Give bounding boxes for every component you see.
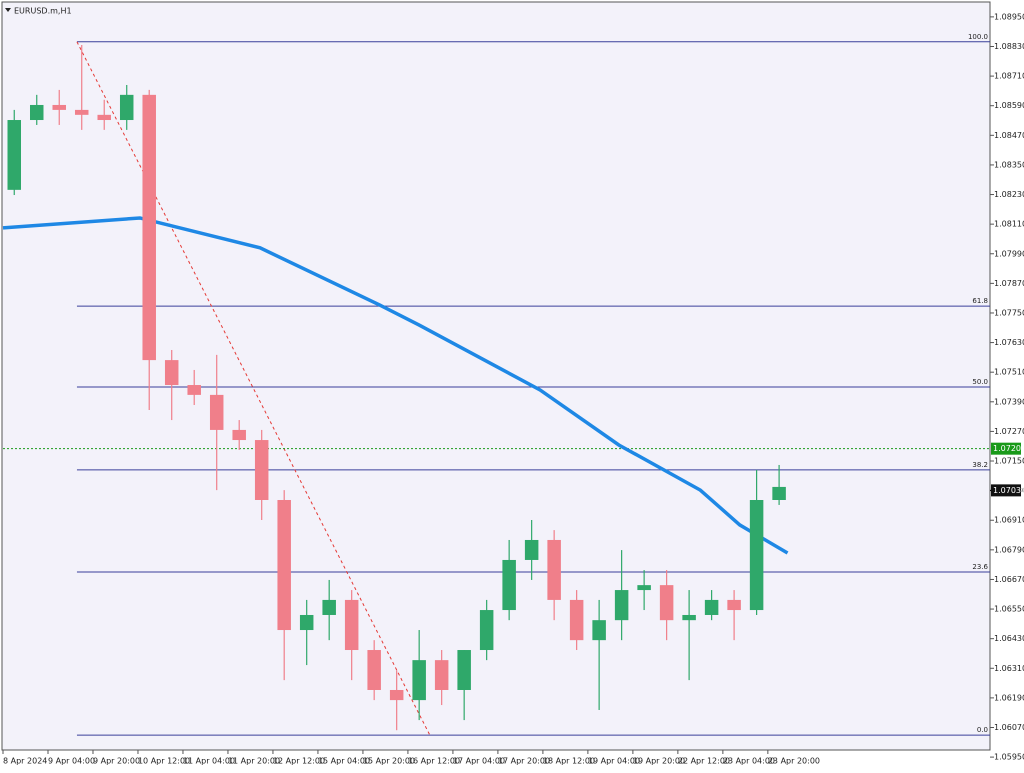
candle-body [7, 120, 21, 190]
y-tick-label: 1.06310 [994, 664, 1024, 673]
plot-layer [2, 41, 990, 736]
candle-body [299, 614, 314, 631]
candle-body [277, 500, 291, 631]
y-tick-label: 1.06790 [994, 545, 1024, 554]
y-tick-label: 1.07150 [994, 457, 1024, 466]
x-tick-label: 18 Apr 12:00 [543, 757, 595, 766]
chart-title: EURUSD.m,H1 [14, 7, 72, 16]
y-tick-label: 1.07630 [994, 338, 1024, 347]
x-tick-label: 19 Apr 04:00 [588, 757, 640, 766]
candle-body [457, 650, 471, 690]
fib-label: 50.0 [972, 378, 988, 386]
candle-body [659, 585, 674, 621]
menu-arrow[interactable] [5, 8, 11, 12]
x-tick-label: 22 Apr 12:00 [678, 757, 730, 766]
x-tick-label: 17 Apr 20:00 [498, 757, 550, 766]
fib-label: 61.8 [972, 297, 988, 305]
alert-price-box [991, 442, 1021, 455]
x-tick-label: 15 Apr 20:00 [363, 757, 415, 766]
candle-body [524, 539, 539, 560]
candle-body [592, 620, 606, 641]
candle-body [119, 94, 134, 121]
y-tick-label: 1.06670 [994, 575, 1024, 584]
y-tick-label: 1.07390 [994, 397, 1024, 406]
last-price-box [991, 484, 1021, 497]
y-tick-label: 1.05950 [994, 753, 1024, 762]
candle-body [344, 599, 359, 651]
fib-trend-line [76, 41, 431, 736]
candle-body [479, 610, 494, 651]
y-tick-label: 1.07870 [994, 279, 1024, 288]
y-tick-label: 1.06550 [994, 605, 1024, 614]
fib-label: 38.2 [972, 461, 988, 469]
candle-body [502, 559, 516, 611]
x-tick-label: 23 Apr 04:00 [723, 757, 775, 766]
y-tick-label: 1.08590 [994, 101, 1024, 110]
x-tick-label: 23 Apr 20:00 [768, 757, 820, 766]
candle-body [547, 539, 561, 600]
candle-body [704, 599, 719, 615]
candle-body [142, 94, 156, 361]
candle-body [52, 104, 66, 110]
y-tick-label: 1.08710 [994, 72, 1024, 81]
y-tick-label: 1.08230 [994, 190, 1024, 199]
x-tick-label: 15 Apr 04:00 [318, 757, 370, 766]
candle-body [74, 109, 89, 115]
y-tick-label: 1.07510 [994, 368, 1024, 377]
x-tick-label: 8 Apr 2024 [3, 757, 47, 766]
candle-body [434, 660, 449, 690]
x-tick-label: 10 Apr 12:00 [138, 757, 190, 766]
candle-body [614, 590, 629, 621]
moving-average [2, 216, 789, 555]
x-tick-label: 9 Apr 04:00 [48, 757, 95, 766]
fib-label: 23.6 [972, 563, 988, 571]
candle-body [232, 429, 246, 441]
candle-body [569, 599, 584, 641]
candle-body [727, 599, 741, 611]
fib-label: 100.0 [968, 33, 988, 41]
fib-label: 0.0 [977, 726, 988, 734]
candle-body [412, 660, 426, 701]
candle-body [389, 689, 404, 701]
x-tick-label: 11 Apr 04:00 [183, 757, 235, 766]
candle-body [682, 614, 696, 621]
candle-body [97, 114, 111, 121]
candle-body [29, 104, 44, 121]
x-tick-label: 17 Apr 04:00 [453, 757, 505, 766]
x-tick-label: 11 Apr 20:00 [228, 757, 280, 766]
y-tick-label: 1.06190 [994, 693, 1024, 702]
y-tick-label: 1.07270 [994, 427, 1024, 436]
last-price-label: 1.07031 [993, 486, 1024, 495]
y-tick-label: 1.08110 [994, 220, 1024, 229]
candle-body [322, 599, 336, 615]
candle-body [772, 486, 786, 501]
y-tick-label: 1.06430 [994, 634, 1024, 643]
x-tick-label: 9 Apr 20:00 [93, 757, 140, 766]
y-tick-label: 1.07750 [994, 308, 1024, 317]
alert-price-label: 1.07200 [993, 444, 1024, 453]
y-tick-label: 1.06910 [994, 516, 1024, 525]
y-tick-label: 1.08350 [994, 160, 1024, 169]
candle-body [749, 500, 764, 611]
candle-body [254, 440, 269, 501]
y-tick-label: 1.07990 [994, 249, 1024, 258]
x-tick-label: 16 Apr 12:00 [408, 757, 460, 766]
y-tick-label: 1.08470 [994, 131, 1024, 140]
candle-body [367, 650, 381, 690]
candle-body [164, 360, 179, 386]
y-tick-label: 1.08950 [994, 12, 1024, 21]
x-tick-label: 12 Apr 12:00 [273, 757, 325, 766]
y-tick-label: 1.08830 [994, 42, 1024, 51]
candle-body [187, 385, 201, 395]
x-tick-label: 19 Apr 20:00 [633, 757, 685, 766]
candle-body [637, 585, 651, 591]
candle-body [209, 394, 224, 430]
y-tick-label: 1.06070 [994, 723, 1024, 732]
